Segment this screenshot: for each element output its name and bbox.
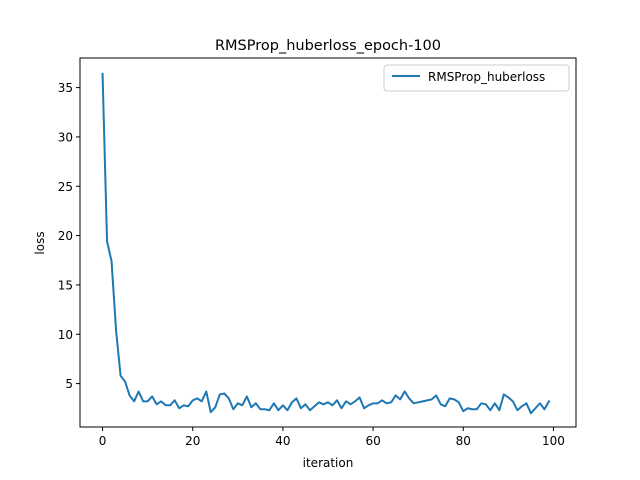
legend-series-label: RMSProp_huberloss — [428, 70, 545, 84]
y-tick-label: 25 — [58, 180, 73, 194]
plot-area — [101, 72, 551, 415]
x-tick-label: 100 — [542, 434, 565, 448]
chart-title: RMSProp_huberloss_epoch-100 — [215, 38, 441, 54]
y-tick-label: 5 — [65, 377, 73, 391]
legend: RMSProp_huberloss — [383, 64, 570, 92]
x-axis-ticks: 0 20 40 60 80 100 — [99, 427, 565, 448]
y-tick-label: 20 — [58, 229, 73, 243]
x-tick-label: 20 — [185, 434, 200, 448]
y-tick-label: 10 — [58, 328, 73, 342]
x-tick-label: 40 — [275, 434, 290, 448]
legend-box — [383, 64, 570, 92]
series-line-0 — [101, 72, 551, 415]
y-tick-label: 35 — [58, 81, 73, 95]
axes — [79, 57, 577, 428]
x-axis-label: iteration — [303, 456, 354, 470]
x-tick-label: 60 — [365, 434, 380, 448]
x-tick-label: 80 — [456, 434, 471, 448]
axes-frame — [79, 57, 577, 428]
y-tick-label: 15 — [58, 278, 73, 292]
x-tick-label: 0 — [99, 434, 107, 448]
y-axis-label: loss — [33, 231, 47, 254]
y-axis-ticks: 5 10 15 20 25 30 35 — [58, 81, 80, 391]
y-tick-label: 30 — [58, 130, 73, 144]
